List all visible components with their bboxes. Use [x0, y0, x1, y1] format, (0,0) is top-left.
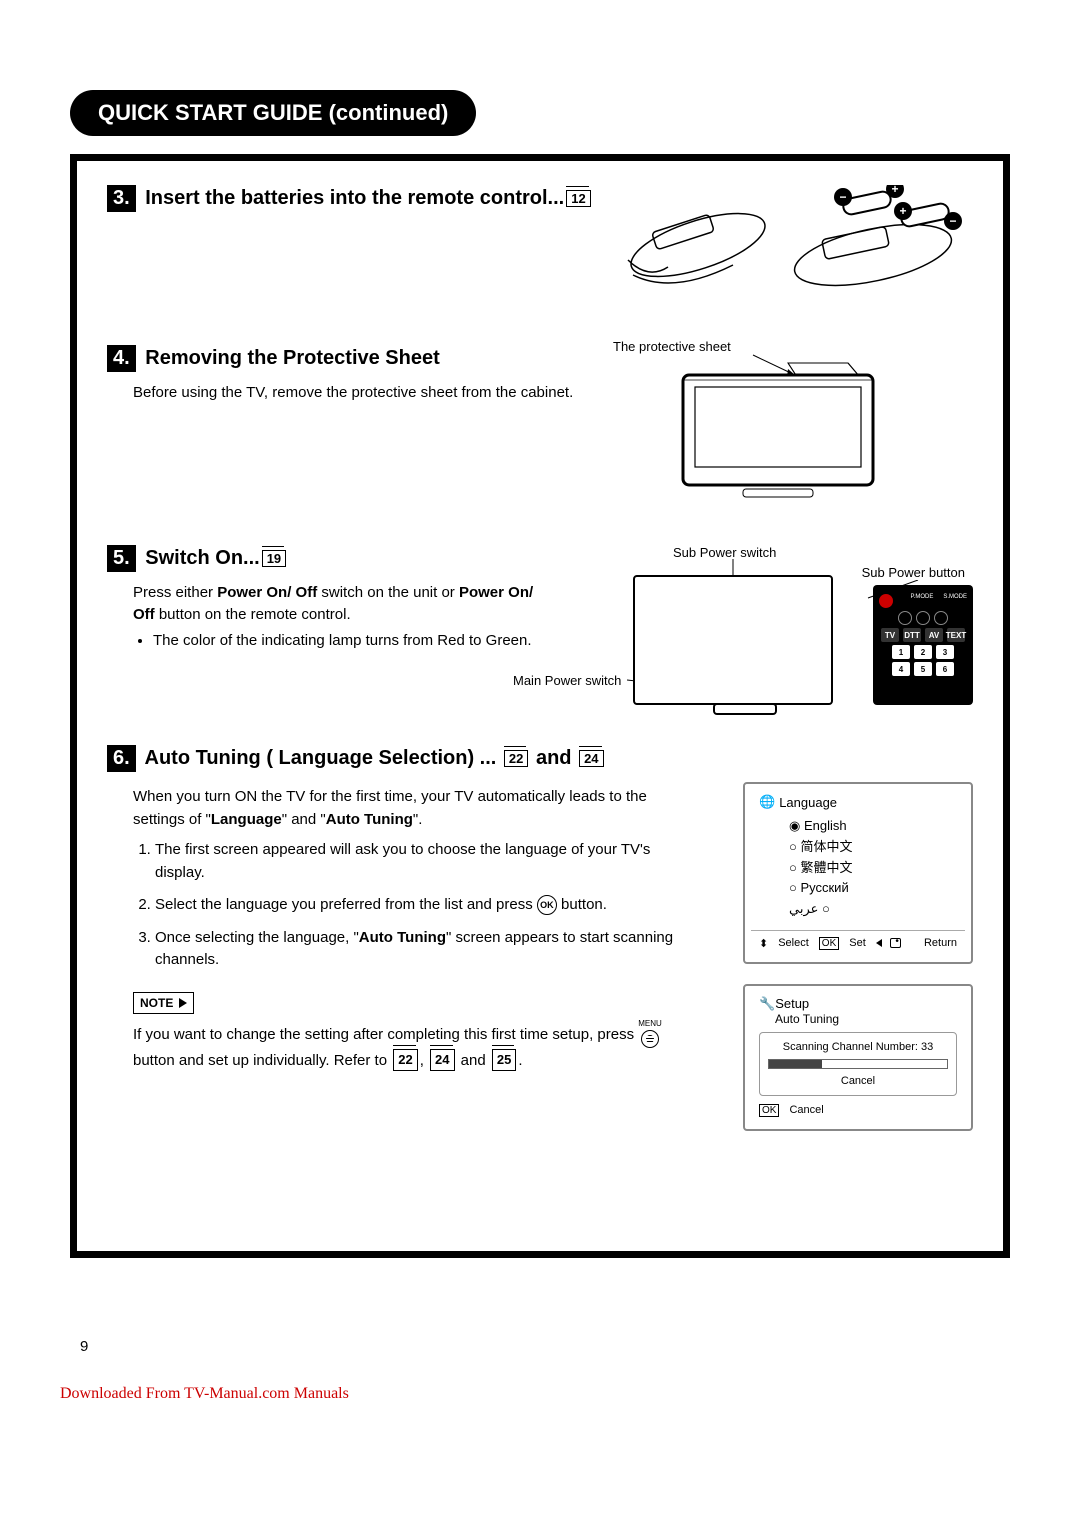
return-icon	[876, 939, 882, 947]
menu-button-icon	[641, 1030, 659, 1048]
page-number: 9	[80, 1338, 1010, 1355]
language-osd-panel: 🌐 Language English 简体中文 繁體中文 Русский عربي…	[743, 782, 973, 964]
step4-title: Removing the Protective Sheet	[145, 347, 440, 369]
page-header: QUICK START GUIDE (continued)	[70, 90, 476, 136]
step6-number: 6.	[107, 745, 136, 772]
content-frame: 3. Insert the batteries into the remote …	[70, 154, 1010, 1258]
step6-pageref-1: 22	[504, 750, 528, 767]
step4-number: 4.	[107, 345, 136, 372]
step5-number: 5.	[107, 545, 136, 572]
step5-bullet: The color of the indicating lamp turns f…	[153, 632, 553, 649]
step6-li3: Once selecting the language, "Auto Tunin…	[155, 927, 693, 972]
sub-power-button-label: Sub Power button	[862, 565, 965, 580]
lang-opt-cht: 繁體中文	[789, 858, 957, 879]
step-6: 6. Auto Tuning ( Language Selection) ...…	[107, 745, 973, 1131]
ok-button-icon: OK	[537, 895, 557, 915]
step6-and: and	[536, 747, 572, 769]
language-osd-footer: ⬍Select OKSet Return	[759, 937, 957, 950]
progress-bar	[768, 1059, 948, 1069]
setup-osd-sub: Auto Tuning	[775, 1012, 957, 1026]
setup-osd-header: Setup	[775, 996, 809, 1011]
download-source-link: Downloaded From TV-Manual.com Manuals	[60, 1385, 1010, 1403]
svg-text:−: −	[949, 214, 956, 228]
step-5: 5. Switch On...19 Press either Power On/…	[107, 545, 973, 705]
step5-pageref: 19	[262, 550, 286, 567]
svg-text:−: −	[839, 190, 846, 204]
step4-body: Before using the TV, remove the protecti…	[133, 382, 593, 404]
language-osd-header: Language	[779, 795, 837, 810]
step5-title: Switch On...	[145, 547, 259, 569]
lang-opt-english: English	[789, 816, 957, 837]
globe-icon: 🌐	[759, 794, 775, 810]
step3-number: 3.	[107, 185, 136, 212]
svg-text:+: +	[899, 204, 906, 218]
lang-opt-russian: Русский	[789, 878, 957, 899]
lang-opt-chs: 简体中文	[789, 837, 957, 858]
step6-intro: When you turn ON the TV for the first ti…	[133, 786, 693, 831]
note-pageref-1: 22	[393, 1049, 417, 1071]
note-label: NOTE	[133, 992, 194, 1014]
step6-li2: Select the language you preferred from t…	[155, 894, 693, 917]
wrench-icon: 🔧	[759, 996, 775, 1011]
step6-note: If you want to change the setting after …	[133, 1020, 693, 1073]
step5-body: Press either Power On/ Off switch on the…	[133, 582, 553, 626]
lang-opt-arabic: عربي	[789, 899, 957, 920]
sub-power-switch-label: Sub Power switch	[673, 545, 776, 560]
note-pageref-3: 25	[492, 1049, 516, 1071]
step3-title: Insert the batteries into the remote con…	[145, 187, 564, 209]
updown-icon: ⬍	[759, 937, 768, 950]
step6-pageref-2: 24	[579, 750, 603, 767]
remote-control-illustration: P.MODE S.MODE TV DTT AV TEXT 1 2 3 4	[873, 585, 973, 705]
setup-osd-panel: 🔧Setup Auto Tuning Scanning Channel Numb…	[743, 984, 973, 1131]
step6-title: Auto Tuning ( Language Selection) ...	[145, 747, 497, 769]
step-4: 4. Removing the Protective Sheet Before …	[107, 345, 973, 505]
setup-osd-footer: OKCancel	[759, 1104, 957, 1117]
scanning-text: Scanning Channel Number: 33	[768, 1041, 948, 1053]
step-3: 3. Insert the batteries into the remote …	[107, 185, 973, 305]
main-power-switch-label: Main Power switch	[513, 673, 621, 688]
svg-text:+: +	[891, 185, 898, 196]
tv-protective-sheet-illustration	[613, 345, 973, 505]
step6-li1: The first screen appeared will ask you t…	[155, 839, 693, 884]
note-pageref-2: 24	[430, 1049, 454, 1071]
tv-front-illustration	[633, 575, 833, 705]
step3-pageref: 12	[566, 190, 590, 207]
remote-battery-illustration: − + + −	[613, 185, 973, 305]
cancel-text: Cancel	[768, 1075, 948, 1087]
